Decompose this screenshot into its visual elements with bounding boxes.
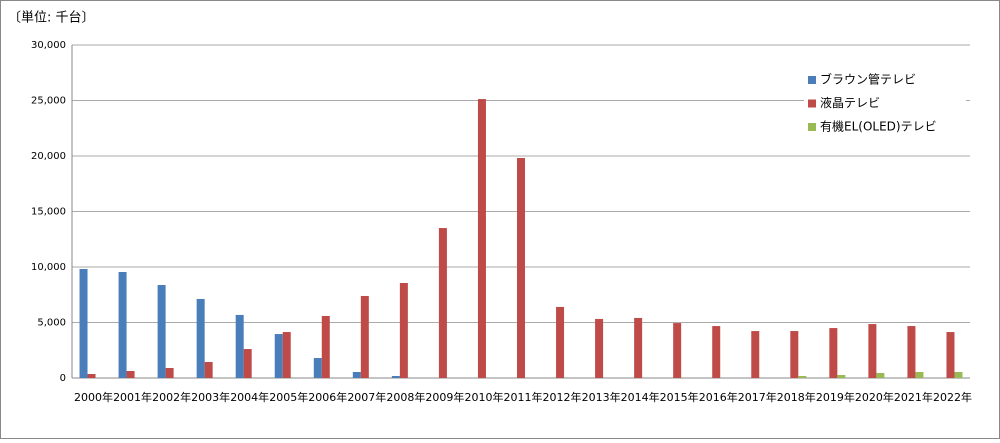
x-tick-label: 2003年: [191, 390, 230, 404]
bar: [837, 375, 846, 378]
legend-label: 液晶テレビ: [820, 95, 880, 110]
x-tick-label: 2021年: [894, 390, 933, 404]
bar: [399, 282, 408, 378]
bar: [196, 298, 205, 378]
x-tick-label: 2018年: [777, 390, 816, 404]
x-tick-label: 2019年: [816, 390, 855, 404]
bar: [204, 362, 213, 378]
bar: [907, 326, 916, 378]
bar: [673, 323, 682, 378]
bar: [868, 324, 877, 378]
x-tick-label: 2016年: [699, 390, 738, 404]
bar: [352, 372, 361, 378]
y-tick-label: 25,000: [31, 96, 66, 107]
legend-label: ブラウン管テレビ: [820, 72, 916, 87]
bar: [556, 306, 565, 378]
x-tick-label: 2005年: [269, 390, 308, 404]
bar: [946, 332, 955, 378]
legend-swatch: [808, 99, 816, 108]
legend-swatch: [808, 123, 816, 131]
x-tick-label: 2020年: [855, 390, 894, 404]
y-tick-label: 10,000: [31, 262, 66, 273]
x-tick-label: 2010年: [464, 390, 503, 404]
bar: [477, 99, 486, 378]
x-tick-label: 2014年: [621, 390, 660, 404]
x-tick-label: 2012年: [543, 390, 582, 404]
legend-label: 有機EL(OLED)テレビ: [820, 119, 937, 134]
bar: [243, 349, 252, 378]
bar: [157, 284, 166, 378]
x-tick-label: 2006年: [308, 390, 347, 404]
x-tick-label: 2004年: [230, 390, 269, 404]
bar: [829, 328, 838, 378]
bar: [313, 358, 322, 378]
y-tick-label: 15,000: [31, 207, 66, 218]
unit-label: 〔単位: 千台〕: [8, 10, 95, 26]
y-tick-label: 30,000: [31, 40, 66, 51]
bar: [126, 371, 135, 378]
bar: [282, 332, 291, 378]
bar: [274, 334, 283, 378]
x-tick-label: 2000年: [74, 390, 113, 404]
bar: [790, 331, 799, 378]
bar: [235, 314, 244, 378]
bar: [391, 376, 400, 378]
bar: [954, 372, 963, 378]
y-tick-label: 20,000: [31, 151, 66, 162]
bar: [595, 318, 604, 378]
legend-swatch: [808, 76, 816, 84]
x-tick-label: 2017年: [738, 390, 777, 404]
bar: [712, 326, 721, 378]
bar: [118, 271, 127, 378]
bar: [915, 372, 924, 378]
x-tick-label: 2015年: [660, 390, 699, 404]
x-tick-label: 2001年: [113, 390, 152, 404]
bar: [517, 157, 525, 378]
bar: [321, 315, 330, 378]
x-tick-label: 2022年: [933, 390, 972, 404]
bar: [876, 373, 885, 378]
x-tick-label: 2008年: [386, 390, 425, 404]
bar: [165, 368, 174, 378]
bar: [360, 295, 369, 378]
bar: [634, 317, 643, 378]
x-tick-label: 2013年: [582, 390, 621, 404]
x-tick-label: 2009年: [425, 390, 464, 404]
x-tick-label: 2007年: [347, 390, 386, 404]
legend-box: [804, 68, 966, 140]
bar: [798, 376, 807, 378]
x-tick-label: 2002年: [152, 390, 191, 404]
y-tick-label: 0: [60, 373, 66, 384]
x-tick-label: 2011年: [504, 390, 543, 404]
bar: [438, 228, 447, 378]
bar: [751, 331, 760, 378]
y-tick-label: 5,000: [37, 318, 66, 329]
bar: [87, 374, 96, 378]
bar: [79, 268, 88, 378]
